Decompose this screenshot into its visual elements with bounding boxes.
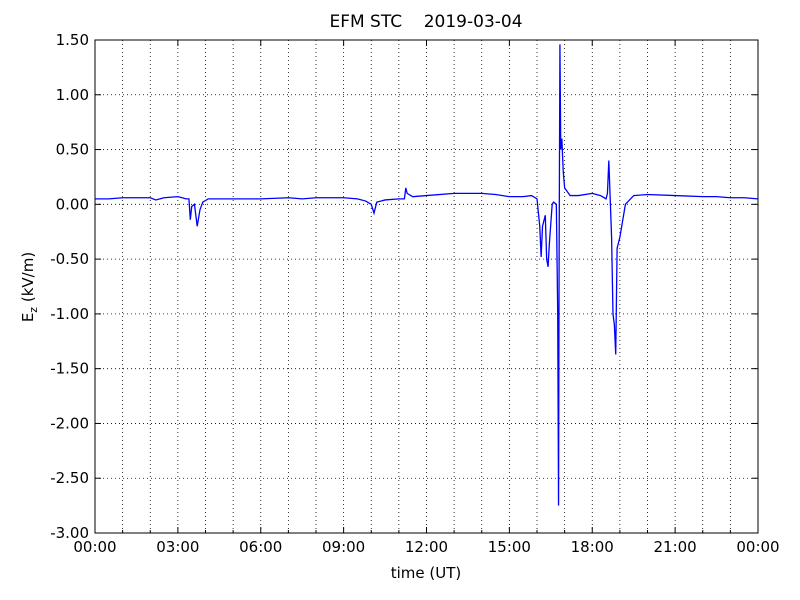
x-tick-label: 15:00: [488, 538, 531, 556]
y-tick-label: -1.00: [50, 305, 89, 323]
x-tick-label: 03:00: [156, 538, 199, 556]
y-label-sub: z: [27, 307, 40, 313]
x-axis-label: time (UT): [391, 564, 462, 582]
y-tick-label: -2.00: [50, 414, 89, 432]
y-tick-label: 0.00: [56, 195, 89, 213]
y-tick-label: -3.00: [50, 524, 89, 542]
x-tick-label: 21:00: [654, 538, 697, 556]
data-line: [95, 44, 759, 506]
x-tick-label: 06:00: [239, 538, 282, 556]
plot-frame: [94, 39, 759, 534]
y-label-unit: (kV/m): [19, 252, 37, 307]
y-label-main: E: [19, 313, 37, 322]
y-tick-label: 0.50: [56, 141, 89, 159]
x-tick-label: 18:00: [571, 538, 614, 556]
y-tick-label: -2.50: [50, 469, 89, 487]
y-tick-label: -1.50: [50, 360, 89, 378]
y-axis-label: Ez (kV/m): [19, 252, 40, 322]
x-tick-label: 09:00: [322, 538, 365, 556]
y-tick-label: -0.50: [50, 250, 89, 268]
x-tick-label: 00:00: [73, 538, 116, 556]
y-tick-label: 1.50: [56, 31, 89, 49]
x-tick-label: 00:00: [736, 538, 779, 556]
chart-title: EFM STC 2019-03-04: [329, 12, 522, 32]
y-tick-label: 1.00: [56, 86, 89, 104]
x-tick-label: 12:00: [405, 538, 448, 556]
